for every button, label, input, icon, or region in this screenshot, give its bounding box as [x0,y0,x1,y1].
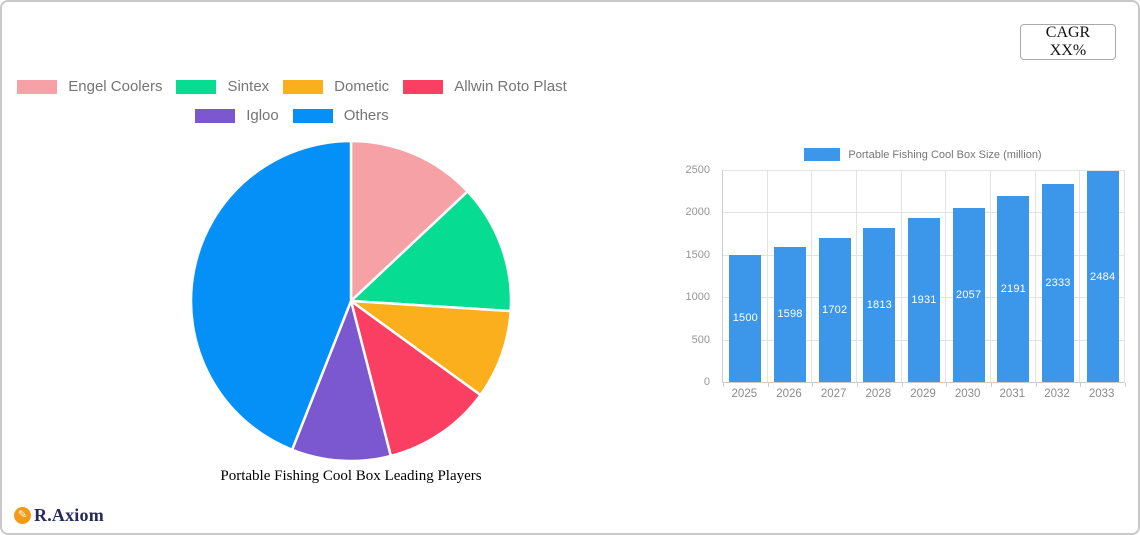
bar-2026: 1598 [774,246,806,382]
legend-swatch [292,109,333,123]
v-gridline [811,170,813,382]
bar-value-label: 2333 [1045,277,1071,290]
v-gridline [945,170,947,382]
x-axis-tick [812,383,814,387]
v-gridline [1079,170,1081,382]
bar-value-label: 1702 [822,303,848,316]
bar-legend-label: Portable Fishing Cool Box Size (million) [848,148,1042,161]
pencil-icon: ✎ [14,507,31,524]
x-axis-tick [991,383,992,387]
x-tick-label-2025: 2025 [731,388,758,400]
y-tick-label-1000: 1000 [685,291,710,304]
x-axis-tick [1080,383,1082,387]
x-axis-tick [946,383,948,387]
pie-chart-title: Portable Fishing Cool Box Leading Player… [220,468,482,484]
h-gridline [723,170,1125,171]
legend-item-igloo[interactable]: Igloo [195,107,279,125]
x-tick-label-2027: 2027 [820,388,847,400]
v-gridline [900,170,902,382]
bar-2033: 2484 [1086,171,1119,382]
y-tick-label-0: 0 [703,376,710,388]
x-axis-tick [1125,383,1126,387]
bar-2025: 1500 [729,254,762,382]
y-tick-label-1500: 1500 [685,248,710,261]
x-axis-tick [1035,383,1037,387]
x-tick-label-2033: 2033 [1088,388,1115,400]
bar-2027: 1702 [818,237,851,382]
v-gridline [1124,170,1125,382]
brand-logo: ✎ R.Axiom [14,505,104,526]
pie-slice-allwin-roto-plast [349,299,482,458]
legend-label: Allwin Roto Plast [454,78,567,95]
v-gridline [990,170,991,382]
legend-swatch [176,80,217,94]
bar-value-label: 1500 [732,312,758,325]
legend-label: Dometic [334,78,390,95]
pie-slice-sintex [349,190,513,313]
pie-slice-igloo [290,299,393,463]
v-gridline [856,170,857,382]
bar-2028: 1813 [863,228,896,382]
h-gridline [723,212,1125,214]
bar-2030: 2057 [952,207,985,382]
bar-2032: 2333 [1042,184,1074,382]
x-tick-label-2028: 2028 [865,388,892,400]
x-tick-label-2026: 2026 [776,388,802,400]
v-gridline [1034,170,1036,382]
bar-legend-swatch [804,148,841,161]
legend-label: Engel Coolers [68,78,163,95]
legend-item-sintex[interactable]: Sintex [176,78,269,96]
bar-value-label: 1598 [777,308,803,321]
legend-swatch [403,80,444,94]
bar-y-axis-labels: 0 500 1000 1500 2000 2500 [664,164,716,388]
pie-slice-others [189,139,353,452]
pie-chart [189,139,513,463]
legend-label: Others [343,107,389,124]
bar-plot-area: 1500 1598 1702 1813 1931 2057 2191 2333 2484 [722,170,1126,387]
y-tick-label-2500: 2500 [685,164,710,176]
x-tick-label-2032: 2032 [1044,388,1070,400]
x-tick-label-2029: 2029 [910,388,936,400]
x-axis-tick [723,383,724,387]
bar-2031: 2191 [997,196,1030,382]
legend-item-others[interactable]: Others [292,107,389,125]
x-tick-label-2030: 2030 [954,388,981,400]
legend-label: Igloo [246,107,279,124]
x-axis-tick [857,383,858,387]
pie-slice-engel-coolers [349,139,469,303]
pie-legend: Engel Coolers Sintex Dometic Allwin Roto Pl… [2,78,582,125]
bar-value-label: 1931 [911,294,937,307]
cagr-badge[interactable]: CAGR XX% [1020,24,1116,60]
bar-value-label: 2191 [1000,283,1026,296]
legend-item-allwin-roto-plast[interactable]: Allwin Roto Plast [403,78,567,96]
v-gridline [766,170,768,382]
bar-legend-item[interactable]: Portable Fishing Cool Box Size (million) [722,148,1124,161]
legend-swatch [195,109,236,123]
bar-value-label: 2484 [1090,270,1116,283]
bar-value-label: 1813 [866,299,892,312]
y-tick-label-2000: 2000 [685,206,710,219]
bar-x-axis-labels: 2025 2026 2027 2028 2029 2030 2031 2032 2033 [722,388,1124,404]
legend-item-engel-coolers[interactable]: Engel Coolers [17,78,162,96]
legend-item-dometic[interactable]: Dometic [283,78,389,96]
pie-slice-dometic [349,299,512,397]
brand-name: R.Axiom [34,505,104,525]
x-tick-label-2031: 2031 [999,388,1026,400]
bar-value-label: 2057 [956,288,982,301]
legend-swatch [17,80,58,94]
legend-swatch [283,80,324,94]
legend-label: Sintex [227,78,270,95]
bar-2029: 1931 [908,218,940,382]
x-axis-tick [767,383,769,387]
x-axis-tick [901,383,903,387]
y-tick-label-500: 500 [691,333,710,346]
